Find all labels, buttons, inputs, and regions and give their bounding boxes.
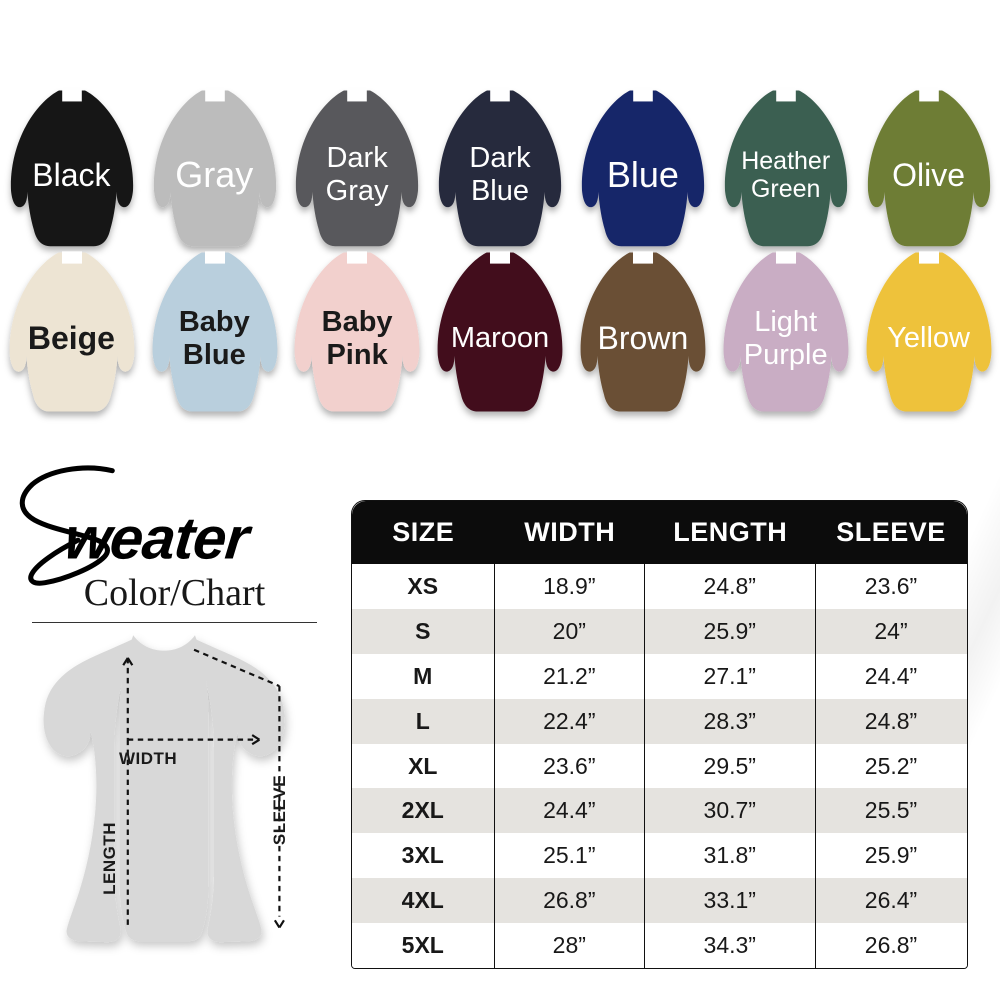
svg-text:weater: weater [62,505,256,572]
